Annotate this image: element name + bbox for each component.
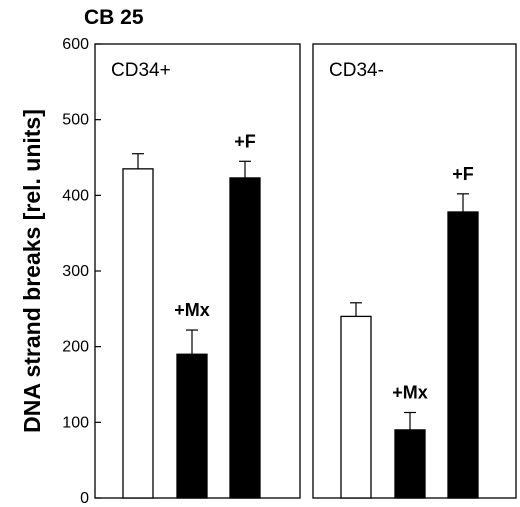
bar [394,429,426,499]
y-tick-label: 500 [62,112,89,129]
panel-2: CD34- +Mx +F [312,43,517,499]
y-tick-label: 300 [62,263,89,280]
y-axis: 0 100 200 300 400 500 600 [62,36,101,507]
bar-label: +F [234,131,256,151]
y-axis-label: DNA strand breaks [rel. units] [19,109,45,433]
bar [340,315,372,499]
bar [447,211,479,499]
y-tick-label: 100 [62,414,89,431]
bar [122,168,154,499]
y-tick-label: 600 [62,36,89,53]
chart-panels: CD34+ +Mx +F CD34- +Mx +F [94,43,517,499]
y-tick-label: 200 [62,339,89,356]
y-tick-label: 400 [62,187,89,204]
bar-label: +Mx [174,300,210,320]
bar [176,353,208,499]
y-tick-label: 0 [80,490,89,507]
bar-label: +Mx [392,382,428,402]
panel-label: CD34+ [111,60,171,81]
bar-label: +F [452,164,474,184]
panel-label: CD34- [329,60,384,81]
panel-1: CD34+ +Mx +F [94,43,301,499]
bar [229,177,261,499]
chart-title: CB 25 [84,6,144,29]
